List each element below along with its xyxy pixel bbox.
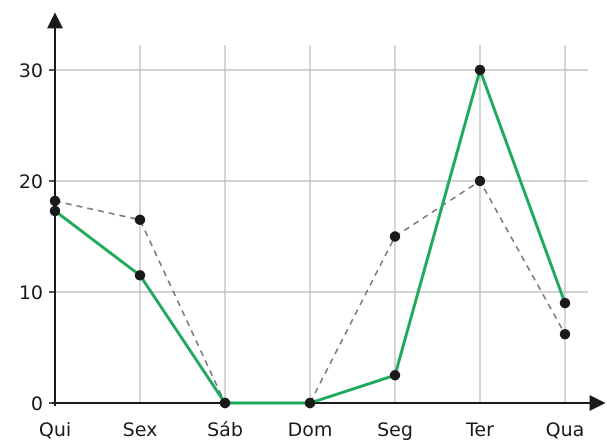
x-tick-label: Sex [123,419,158,440]
x-tick-label: Qua [546,419,585,440]
solid-series-point [134,270,146,281]
solid-series-point [559,297,571,309]
dashed-series-point [134,214,146,226]
solid-series-point [49,205,61,217]
series [49,64,571,409]
x-tick-label: Sáb [207,419,243,440]
solid-series-point [389,370,401,381]
y-tick-label: 30 [19,60,43,82]
dashed-series-point [474,175,486,187]
dashed-series-point [389,231,401,242]
axes [47,12,606,411]
y-tick-label: 10 [19,282,43,304]
dashed-series-point [559,328,571,340]
x-tick-label: Seg [377,419,413,440]
tick-labels: 0 10 20 30 Qui Sex Sáb Dom Seg Ter Qua [19,60,585,440]
y-tick-label: 20 [19,171,43,193]
dashed-series-point [49,195,61,207]
dashed-series-point [219,397,231,409]
x-tick-label: Qui [39,419,71,440]
y-tick-label: 0 [31,393,43,415]
solid-series-point [474,64,486,76]
x-tick-label: Dom [288,419,333,440]
dashed-series-point [304,397,316,409]
grid [55,45,588,403]
x-tick-label: Ter [465,419,494,440]
